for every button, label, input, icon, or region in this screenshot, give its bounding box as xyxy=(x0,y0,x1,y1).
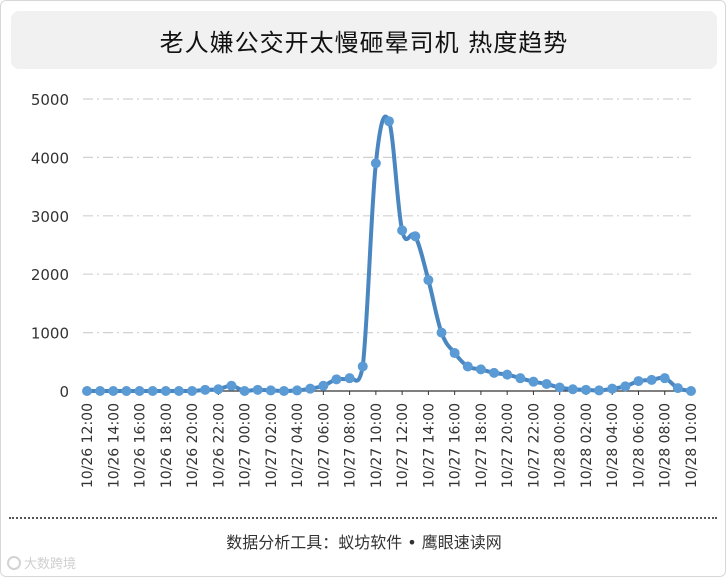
data-point xyxy=(410,231,421,242)
data-point xyxy=(357,361,368,372)
y-tick-label-4000: 4000 xyxy=(31,149,69,167)
data-point xyxy=(475,364,486,375)
x-tick-label: 10/28 06:00 xyxy=(631,403,647,488)
x-tick-label: 10/26 20:00 xyxy=(185,403,201,488)
data-source-text: 数据分析工具：蚁坊软件 • 鹰眼速读网 xyxy=(226,533,502,552)
data-point xyxy=(502,369,513,380)
data-point xyxy=(134,386,145,396)
x-tick-label: 10/28 04:00 xyxy=(605,403,621,488)
data-point xyxy=(620,381,631,392)
data-point xyxy=(318,380,329,391)
trend-chart: 0 1000 2000 3000 4000 5000 10/26 12:00 10/26 14… xyxy=(31,91,700,488)
footer-divider xyxy=(9,517,717,519)
data-point xyxy=(213,384,224,395)
data-point xyxy=(397,225,408,236)
data-point xyxy=(607,383,618,394)
x-tick-label: 10/27 04:00 xyxy=(290,403,306,488)
x-tick-label: 10/28 00:00 xyxy=(553,403,569,488)
data-point xyxy=(305,383,316,394)
data-point xyxy=(173,386,184,396)
data-point xyxy=(187,386,198,396)
x-tick-label: 10/27 08:00 xyxy=(343,403,359,488)
data-point xyxy=(554,382,565,393)
x-tick-label: 10/27 16:00 xyxy=(448,403,464,488)
data-point xyxy=(449,348,460,359)
title-bar: 老人嫌公交开太慢砸晕司机 热度趋势 xyxy=(11,11,717,69)
data-point xyxy=(646,374,657,385)
y-tick-label-2000: 2000 xyxy=(31,266,69,284)
x-tick-label: 10/27 20:00 xyxy=(500,403,516,488)
data-point xyxy=(265,385,276,396)
data-point xyxy=(672,383,683,394)
data-point xyxy=(436,327,447,338)
y-tick-label-3000: 3000 xyxy=(31,208,69,226)
data-point xyxy=(331,374,342,385)
x-tick-label: 10/27 22:00 xyxy=(526,403,542,488)
watermark: 大数跨境 xyxy=(7,553,76,572)
data-point xyxy=(489,367,500,378)
y-tick-label-1000: 1000 xyxy=(31,325,69,343)
x-tick-label: 10/26 14:00 xyxy=(106,403,122,488)
x-tick-label: 10/28 10:00 xyxy=(684,403,700,488)
data-point xyxy=(292,385,303,396)
data-point xyxy=(370,158,381,169)
x-tick-label: 10/28 02:00 xyxy=(579,403,595,488)
data-point xyxy=(160,386,171,396)
data-point xyxy=(515,373,526,384)
data-point xyxy=(82,386,92,396)
x-tick-label: 10/26 16:00 xyxy=(133,403,149,488)
y-tick-label-5000: 5000 xyxy=(31,91,69,109)
watermark-text: 大数跨境 xyxy=(24,557,77,572)
chart-title: 老人嫌公交开太慢砸晕司机 热度趋势 xyxy=(159,28,569,57)
data-point xyxy=(121,386,132,396)
data-point xyxy=(384,116,394,127)
data-point xyxy=(528,376,539,387)
data-point xyxy=(344,373,355,384)
x-tick-label: 10/27 00:00 xyxy=(238,403,254,488)
x-tick-label: 10/27 10:00 xyxy=(369,403,385,488)
watermark-logo-icon xyxy=(7,555,21,570)
data-point xyxy=(423,275,434,286)
x-tick-label: 10/27 02:00 xyxy=(264,403,280,488)
data-point xyxy=(108,386,119,396)
data-point xyxy=(686,386,696,396)
y-tick-label-0: 0 xyxy=(59,383,69,401)
data-point xyxy=(659,373,670,384)
data-point xyxy=(95,386,106,396)
data-point xyxy=(594,385,605,396)
x-tick-label: 10/27 06:00 xyxy=(316,403,332,488)
data-point xyxy=(541,378,552,389)
data-point xyxy=(226,380,237,391)
data-point xyxy=(462,361,473,372)
data-point xyxy=(633,376,644,387)
x-tick-label: 10/27 12:00 xyxy=(395,403,411,488)
data-point xyxy=(239,386,250,396)
x-tick-label: 10/26 22:00 xyxy=(211,403,227,488)
data-point xyxy=(200,384,211,395)
data-point xyxy=(147,386,158,396)
data-point xyxy=(252,384,263,395)
data-point xyxy=(567,384,578,395)
x-tick-label: 10/26 12:00 xyxy=(80,403,96,488)
x-tick-label: 10/27 14:00 xyxy=(421,403,437,488)
x-tick-label: 10/27 18:00 xyxy=(474,403,490,488)
x-tick-label: 10/28 08:00 xyxy=(658,403,674,488)
data-point xyxy=(278,386,289,396)
x-tick-label: 10/26 18:00 xyxy=(159,403,175,488)
data-point xyxy=(580,384,591,395)
